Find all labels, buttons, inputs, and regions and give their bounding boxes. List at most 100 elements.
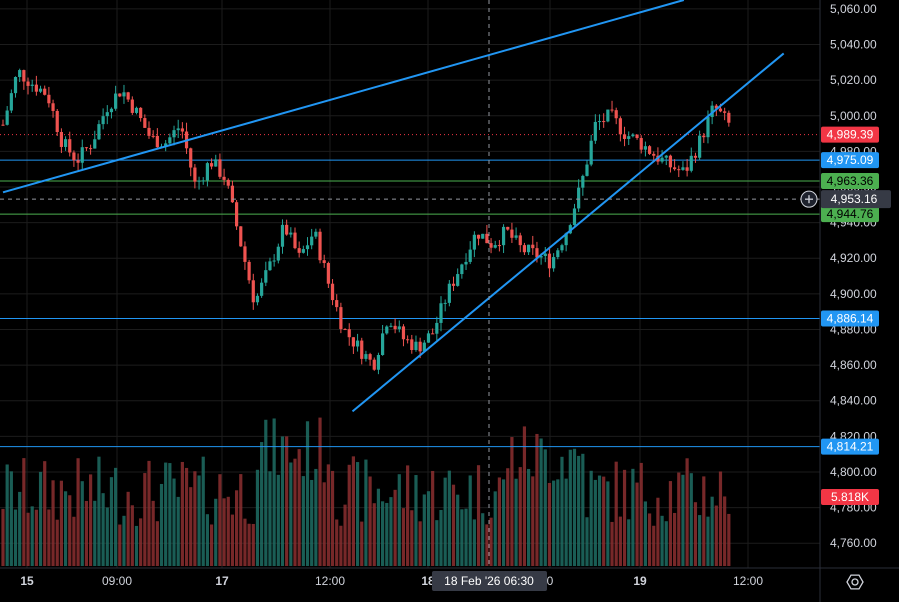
candle-body	[289, 232, 293, 235]
volume-bar	[468, 475, 472, 566]
volume-bar	[593, 479, 597, 566]
volume-bar	[109, 477, 114, 566]
candle-body	[126, 92, 130, 100]
volume-bar	[389, 497, 393, 566]
trendline[interactable]	[2, 0, 685, 194]
volume-bar	[276, 474, 280, 566]
candle-body	[5, 110, 9, 125]
volume-bar	[84, 500, 89, 566]
candle-body	[172, 130, 176, 138]
y-axis[interactable]: 5,060.005,040.005,020.005,000.004,980.00…	[819, 0, 877, 602]
level-tag	[821, 438, 879, 455]
candle-body	[297, 248, 301, 253]
volume-bar	[397, 474, 401, 566]
y-tick-label: 5,060.00	[830, 2, 877, 16]
candle-body	[376, 355, 381, 370]
level-tag	[821, 173, 879, 190]
candle-body	[339, 307, 343, 330]
volume-bar	[243, 518, 247, 566]
volume-bar	[184, 467, 189, 566]
candle-body	[577, 187, 581, 209]
volume-bar	[201, 456, 205, 566]
volume-bar	[406, 465, 410, 566]
volume-bar	[698, 515, 702, 566]
candle-body	[406, 339, 410, 341]
volume-bar	[168, 463, 172, 566]
volume-bar	[364, 459, 368, 566]
volume-bar	[322, 482, 326, 566]
candle-body	[134, 107, 139, 113]
candle-body	[72, 152, 76, 161]
trendline[interactable]	[351, 52, 785, 413]
plus-circle-icon[interactable]	[800, 190, 818, 208]
candle-body	[13, 77, 18, 94]
volume-bar	[464, 508, 468, 566]
candle-body	[581, 175, 585, 188]
volume-bar	[543, 449, 547, 566]
gear-hexagon-icon[interactable]	[846, 574, 864, 590]
volume-bar	[68, 495, 72, 566]
volume-bar	[251, 523, 255, 566]
crosshair	[0, 0, 820, 568]
volume-bar	[22, 458, 26, 566]
volume-bar	[447, 470, 451, 566]
volume-bar	[172, 478, 176, 566]
candle-body	[26, 81, 30, 86]
volume-bar	[230, 514, 235, 566]
candle-body	[68, 139, 72, 153]
candle-body	[109, 108, 114, 113]
candle-body	[264, 270, 268, 283]
candle-body	[668, 155, 673, 168]
volume-tag-label: 5.818K	[831, 490, 869, 504]
candle-body	[518, 235, 522, 246]
candle-body	[693, 155, 698, 158]
candle-body	[105, 112, 109, 117]
candle-body	[606, 109, 610, 122]
level-tag-label: 4,963.36	[827, 174, 874, 188]
volume-bar	[305, 421, 310, 566]
volume-bar	[401, 508, 406, 566]
horizontal-levels	[0, 134, 820, 448]
volume-bar	[164, 462, 168, 566]
volume-bar	[159, 483, 164, 566]
candle-body	[47, 94, 51, 104]
candle-body	[180, 128, 184, 132]
volume-bar	[606, 481, 610, 566]
candle-body	[230, 185, 235, 203]
candle-body	[18, 70, 22, 78]
volume-bar	[693, 502, 698, 566]
candle-body	[560, 245, 564, 251]
x-tick-label: 19	[633, 574, 647, 588]
candle-body	[652, 153, 656, 156]
trendlines[interactable]	[2, 0, 785, 413]
volume-bar	[460, 509, 464, 566]
volume-bar	[572, 448, 577, 566]
volume-bar	[614, 461, 618, 566]
volume-bar	[18, 491, 22, 566]
candle-body	[43, 88, 47, 95]
candle-body	[143, 118, 147, 128]
volume-bar	[685, 458, 689, 566]
volume-bar	[318, 417, 322, 566]
candle-body	[310, 236, 314, 246]
candle-body	[718, 108, 723, 112]
volume-bar	[547, 482, 552, 566]
candle-body	[385, 326, 389, 334]
candle-body	[689, 155, 693, 171]
candle-body	[677, 169, 681, 171]
candle-body	[189, 148, 193, 168]
candle-body	[63, 139, 68, 147]
candle-body	[151, 135, 155, 137]
candle-body	[1, 124, 5, 126]
candle-body	[368, 354, 372, 360]
y-tick-label: 5,000.00	[830, 109, 877, 123]
volume-bar	[197, 475, 201, 566]
candle-body	[622, 134, 627, 139]
volume-bar	[118, 524, 122, 566]
volume-bar	[301, 476, 305, 566]
volume-bar	[581, 453, 585, 566]
x-axis[interactable]: 15 09:00 17 12:00 18 0 19 12:00 18 Feb '26 06:30	[0, 567, 899, 591]
candle-body	[76, 160, 80, 163]
